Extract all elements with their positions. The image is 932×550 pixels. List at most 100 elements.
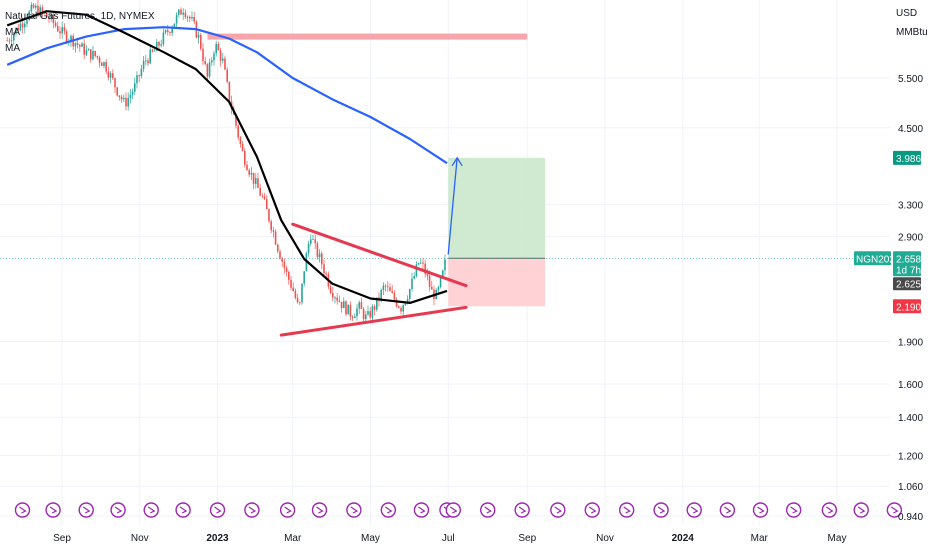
event-icon[interactable] — [380, 502, 397, 518]
moving-averages — [6, 10, 448, 304]
event-icon[interactable] — [886, 502, 903, 518]
candle — [283, 258, 286, 274]
candle — [237, 124, 239, 141]
ma-short-line[interactable] — [6, 10, 448, 304]
event-icon[interactable] — [143, 502, 159, 518]
candle — [386, 281, 389, 292]
event-icon[interactable] — [346, 502, 362, 518]
candle — [144, 55, 147, 66]
candle — [329, 283, 332, 295]
event-icon[interactable] — [279, 502, 296, 518]
candle — [32, 2, 35, 9]
candle — [50, 12, 52, 22]
candle — [296, 293, 299, 304]
event-icon[interactable] — [686, 502, 702, 518]
candle — [202, 43, 204, 65]
candle — [56, 21, 59, 33]
profit-zone[interactable] — [448, 157, 546, 259]
candle — [402, 304, 404, 316]
event-icon[interactable] — [719, 502, 736, 518]
price-axis[interactable]: USD MMBtu 5.500 4.500 3.300 2.900 1.900 1.600… — [896, 8, 928, 523]
candle — [177, 8, 180, 18]
candle — [356, 304, 358, 321]
candle — [131, 88, 134, 100]
lower-trendline[interactable] — [279, 305, 468, 337]
target-arrow[interactable] — [447, 156, 463, 255]
x-tick-label: Nov — [596, 533, 614, 544]
candle — [347, 304, 349, 315]
candle — [116, 86, 118, 97]
event-icon[interactable] — [752, 502, 769, 518]
event-icons[interactable] — [14, 502, 903, 518]
candle — [301, 283, 303, 305]
x-tick-label: Nov — [131, 533, 149, 544]
chart-legend: Natural Gas Futures, 1D, NYMEX MA MA — [5, 9, 155, 57]
event-icon[interactable] — [785, 502, 802, 518]
legend-symbol[interactable]: Natural Gas Futures, 1D, NYMEX — [5, 11, 155, 22]
candle — [34, 3, 37, 10]
candle — [219, 47, 222, 67]
event-icon[interactable] — [78, 502, 94, 518]
candle — [30, 2, 33, 13]
event-icon[interactable] — [853, 502, 869, 518]
event-icon[interactable] — [311, 502, 328, 518]
loss-zone[interactable] — [448, 258, 546, 307]
candle — [193, 12, 195, 25]
candle — [213, 50, 215, 66]
legend-ma-2[interactable]: MA — [5, 43, 20, 54]
candle — [133, 77, 136, 96]
event-icon[interactable] — [175, 502, 191, 518]
event-icon[interactable] — [618, 502, 635, 518]
event-icon[interactable] — [110, 502, 126, 518]
event-icon[interactable] — [209, 502, 226, 518]
candle — [17, 23, 19, 32]
candle — [48, 12, 50, 24]
candle — [298, 301, 301, 306]
candle — [290, 276, 292, 291]
symbol-price-label: 2.658 — [896, 254, 921, 265]
candle — [367, 305, 369, 317]
candle — [276, 243, 279, 254]
time-axis[interactable]: Sep Nov 2023 Mar May Jul Sep Nov 2024 Mar May — [53, 533, 846, 544]
ma-long-line[interactable] — [6, 26, 448, 165]
candle — [197, 31, 200, 44]
event-icon[interactable] — [584, 502, 600, 518]
candle — [105, 59, 107, 75]
event-icon[interactable] — [413, 502, 430, 518]
event-icon[interactable] — [514, 502, 530, 518]
candle — [408, 288, 411, 303]
y-tick-label: 2.900 — [898, 233, 923, 244]
candle — [369, 307, 371, 320]
candle — [87, 48, 90, 51]
candle — [28, 9, 30, 22]
event-icon[interactable] — [445, 502, 462, 518]
candle — [411, 272, 413, 292]
resistance-zone[interactable] — [207, 33, 528, 40]
drawings[interactable] — [279, 156, 468, 337]
event-icon[interactable] — [480, 502, 496, 518]
y-tick-label: 0.940 — [898, 512, 923, 523]
candle — [239, 136, 242, 148]
candle — [226, 67, 228, 84]
event-icon[interactable] — [244, 502, 260, 518]
event-icon[interactable] — [45, 502, 61, 518]
candle — [274, 229, 277, 246]
legend-ma-1[interactable]: MA — [5, 27, 20, 38]
event-icon[interactable] — [821, 502, 838, 518]
event-icon[interactable] — [550, 502, 566, 518]
event-icon[interactable] — [14, 502, 31, 518]
candle — [8, 37, 11, 45]
candle — [224, 55, 226, 71]
upper-trendline[interactable] — [291, 222, 468, 288]
candle — [351, 315, 354, 321]
candle — [100, 61, 103, 67]
candle — [199, 32, 202, 51]
event-icon[interactable] — [653, 502, 669, 518]
candle — [175, 12, 178, 27]
candle — [142, 56, 145, 73]
candle — [419, 258, 422, 265]
x-tick-label: Jul — [442, 533, 455, 544]
candle — [122, 94, 125, 103]
